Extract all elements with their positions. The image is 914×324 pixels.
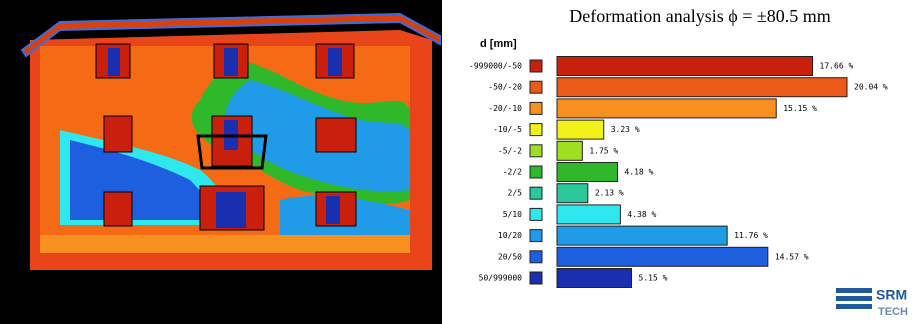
value-label: 5.15 % [639,274,668,283]
category-label: -5/-2 [498,146,522,155]
value-label: 1.75 % [589,146,618,155]
category-label: 5/10 [503,210,522,219]
legend-swatch [530,272,542,284]
value-label: 3.23 % [611,125,640,134]
bar [557,99,776,118]
page: Deformation analysis ϕ = ±80.5 mm d [mm]… [0,0,914,324]
category-label: -2/2 [503,168,522,177]
bar [557,141,582,160]
bar [557,163,617,182]
category-label: -20/-10 [488,104,522,113]
bar [557,269,632,288]
category-label: 20/50 [498,252,522,261]
category-label: -50/-20 [488,83,522,92]
category-label: 2/5 [508,189,523,198]
legend-swatch [530,81,542,93]
value-label: 15.15 % [783,104,817,113]
category-label: -10/-5 [493,125,522,134]
value-label: 20.04 % [854,83,888,92]
category-label: 10/20 [498,231,522,240]
bar [557,247,768,266]
bar [557,78,847,97]
legend-swatch [530,60,542,72]
legend-swatch [530,102,542,114]
value-label: 4.38 % [627,210,656,219]
legend-swatch [530,166,542,178]
legend-swatch [530,230,542,242]
bar [557,184,588,203]
value-label: 2.13 % [595,189,624,198]
bar [557,120,604,139]
bar [557,226,727,245]
legend-swatch [530,251,542,263]
bar [557,57,813,76]
legend-swatch [530,124,542,136]
legend-swatch [530,208,542,220]
category-label: 50/999000 [479,274,523,283]
value-label: 17.66 % [820,62,854,71]
deformation-map [0,0,442,324]
legend-swatch [530,145,542,157]
value-label: 14.57 % [775,252,809,261]
value-label: 11.76 % [734,231,768,240]
chart-title: Deformation analysis ϕ = ±80.5 mm [569,6,830,26]
legend-swatch [530,187,542,199]
logo-text: TECH [878,306,908,318]
value-label: 4.18 % [624,168,653,177]
bar [557,205,620,224]
logo-text: SRM [876,287,907,303]
category-label: -999000/-50 [469,62,522,71]
logo: SRM TECH [836,287,908,318]
axis-label: d [mm] [480,38,517,50]
